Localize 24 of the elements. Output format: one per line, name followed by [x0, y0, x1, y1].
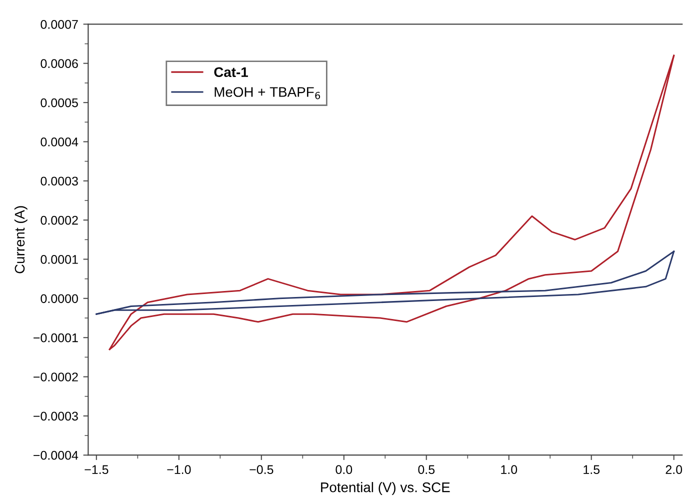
x-tick-label: 2.0: [666, 465, 682, 474]
legend-label: Cat-1: [214, 67, 248, 78]
y-tick-label: −0.0002: [34, 372, 78, 382]
y-axis-title: Current (A): [14, 206, 28, 274]
x-tick-label: −1.0: [167, 465, 191, 474]
y-tick-label: 0.0000: [40, 294, 78, 304]
legend-label: MeOH + TBAPF$_{6}$: [214, 87, 320, 100]
y-tick-label: −0.0004: [34, 450, 78, 460]
y-tick-label: 0.0002: [40, 216, 78, 225]
y-tick-label: −0.0001: [34, 333, 78, 342]
y-tick-label: −0.0003: [34, 412, 78, 421]
x-tick-label: −0.5: [250, 465, 274, 474]
x-tick-label: 0.5: [418, 465, 435, 474]
y-tick-label: 0.0004: [40, 138, 78, 146]
y-tick-label: 0.0003: [40, 176, 78, 186]
x-tick-label: −1.5: [84, 465, 108, 474]
y-tick-label: 0.0001: [40, 255, 78, 264]
y-tick-label: 0.0005: [40, 98, 78, 108]
y-tick-label: 0.0006: [40, 59, 78, 68]
x-tick-label: 0.0: [336, 465, 352, 474]
x-tick-label: 1.0: [501, 465, 518, 474]
x-axis-title: Potential (V) vs. SCE: [321, 482, 450, 495]
y-tick-label: 0.0007: [40, 20, 78, 29]
x-tick-label: 1.5: [584, 465, 600, 474]
